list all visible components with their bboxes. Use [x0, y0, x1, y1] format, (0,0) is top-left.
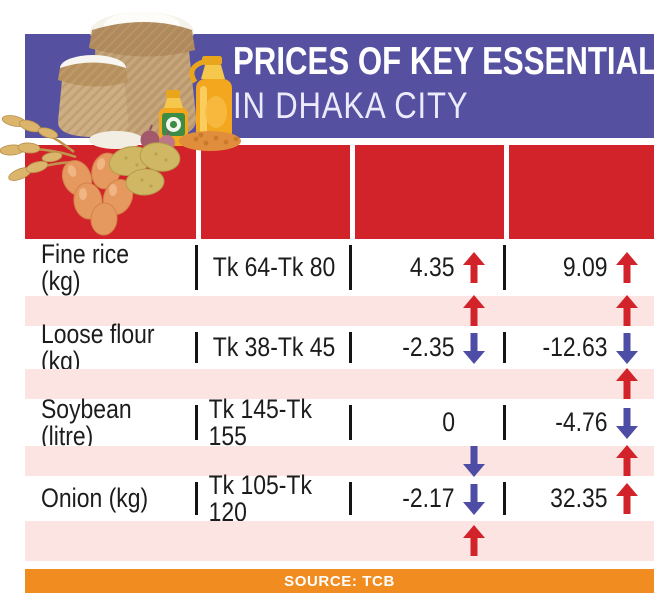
- trend-arrow-icon: [615, 252, 639, 284]
- trend-arrow-icon: [615, 295, 639, 327]
- row-yearly-change: -4.76: [555, 407, 608, 437]
- column-divider: [195, 405, 198, 440]
- row-yearly-change: -12.63: [542, 332, 608, 362]
- row-price-range: Tk 64-Tk 80: [213, 252, 336, 282]
- header-separator: [350, 145, 355, 239]
- column-divider: [503, 332, 506, 363]
- trend-arrow-icon: [462, 483, 486, 515]
- gap-row: [25, 296, 654, 326]
- gap-row: [25, 521, 654, 561]
- trend-arrow-icon: [615, 368, 639, 400]
- column-divider: [503, 405, 506, 440]
- source-label: SOURCE: TCB: [284, 572, 395, 590]
- row-monthly-change: -2.35: [402, 332, 455, 362]
- row-item-label: Onion (kg): [41, 483, 149, 513]
- trend-arrow-icon: [462, 252, 486, 284]
- row-yearly-change: 9.09: [563, 252, 608, 282]
- page-title: PRICES OF KEY ESSENTIALS IN DHAKA CITY: [233, 42, 654, 124]
- table-row-onion: Onion (kg) Tk 105-Tk 120 -2.17 32.35: [25, 471, 654, 525]
- row-monthly-change: 4.35: [410, 252, 455, 282]
- trend-arrow-icon: [615, 407, 639, 439]
- title-line-1: PRICES OF KEY ESSENTIALS: [233, 40, 654, 83]
- row-item-label: Fine rice (kg): [41, 238, 130, 296]
- trend-arrow-icon: [462, 295, 486, 327]
- header-separator: [504, 145, 509, 239]
- title-line-2: IN DHAKA CITY: [233, 85, 469, 126]
- row-monthly-change: -2.17: [402, 483, 455, 513]
- trend-arrow-icon: [462, 332, 486, 364]
- table-row-loose-flour: Loose flour (kg) Tk 38-Tk 45 -2.35 -12.6…: [25, 320, 654, 374]
- row-price-range: Tk 145-Tk 155: [208, 393, 312, 451]
- column-divider: [349, 245, 352, 290]
- trend-arrow-icon: [615, 483, 639, 515]
- column-divider: [195, 482, 198, 515]
- row-price-range: Tk 105-Tk 120: [208, 469, 312, 527]
- column-divider: [503, 245, 506, 290]
- column-divider: [503, 482, 506, 515]
- gap-row: [25, 369, 654, 399]
- column-divider: [349, 482, 352, 515]
- row-item-label: Soybean (litre): [41, 393, 132, 451]
- column-divider: [349, 405, 352, 440]
- row-item-label: Loose flour (kg): [41, 318, 155, 376]
- gap-row: [25, 446, 654, 476]
- trend-arrow-icon: [615, 332, 639, 364]
- table-row-fine-rice: Fine rice (kg) Tk 64-Tk 80 4.35 9.09: [25, 239, 654, 296]
- source-bar: SOURCE: TCB: [25, 569, 654, 593]
- trend-arrow-icon: [615, 445, 639, 477]
- header-separator: [196, 145, 201, 239]
- column-divider: [349, 332, 352, 363]
- row-yearly-change: 32.35: [550, 483, 608, 513]
- row-monthly-change: 0: [442, 407, 455, 437]
- table-header-band: [25, 145, 654, 239]
- row-price-range: Tk 38-Tk 45: [213, 332, 336, 362]
- trend-arrow-icon: [462, 525, 486, 557]
- trend-arrow-icon: [462, 445, 486, 477]
- column-divider: [195, 332, 198, 363]
- column-divider: [195, 245, 198, 290]
- table-row-soybean: Soybean (litre) Tk 145-Tk 155 0 -4.76: [25, 395, 654, 449]
